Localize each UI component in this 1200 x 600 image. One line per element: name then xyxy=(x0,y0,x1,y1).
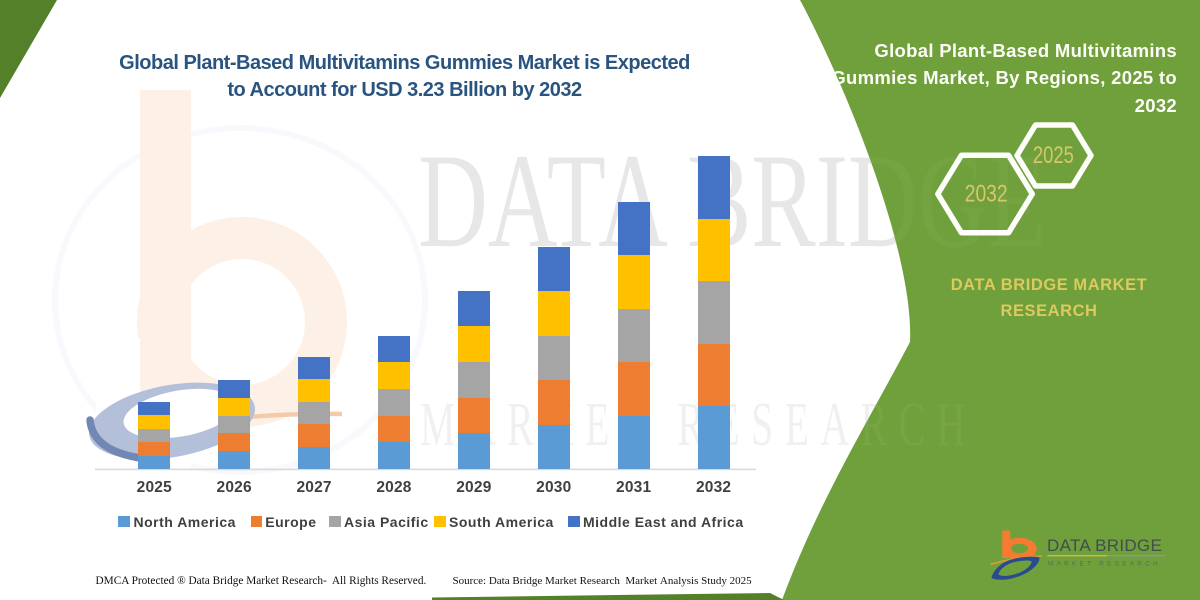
svg-text:2025: 2025 xyxy=(1033,142,1074,169)
svg-text:MARKET RESEARCH: MARKET RESEARCH xyxy=(420,391,977,459)
svg-text:DATA BRIDGE: DATA BRIDGE xyxy=(1047,536,1162,555)
svg-text:DATA BRIDGE: DATA BRIDGE xyxy=(418,126,1047,275)
svg-text:MARKET RESEARCH: MARKET RESEARCH xyxy=(1048,561,1161,568)
svg-text:2032: 2032 xyxy=(965,181,1008,208)
